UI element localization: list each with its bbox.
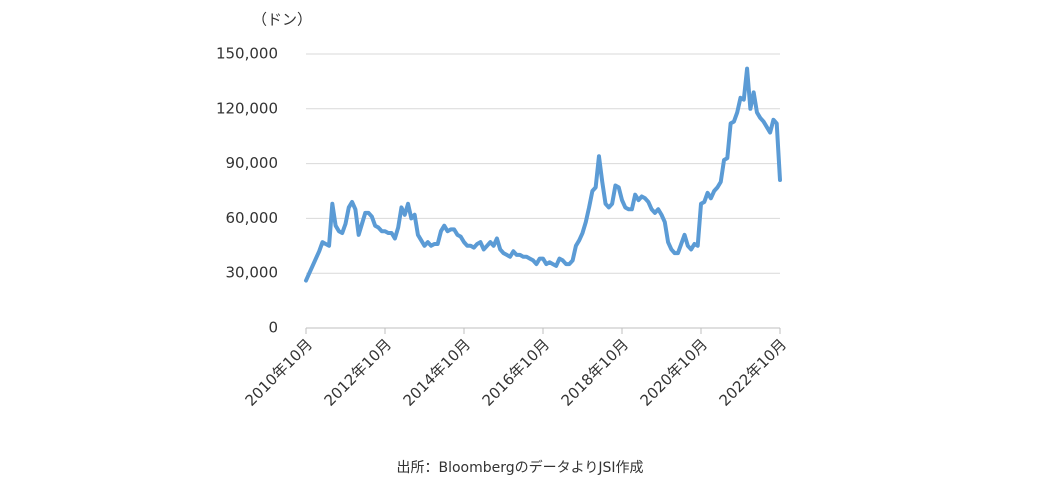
x-tick-label: 2012年10月 (321, 335, 395, 409)
y-tick-label: 30,000 (226, 264, 279, 282)
x-tick-label: 2016年10月 (479, 335, 553, 409)
y-tick-label: 150,000 (216, 45, 278, 63)
y-tick-label: 90,000 (226, 154, 279, 172)
unit-label: （ドン） (252, 11, 312, 29)
x-tick-label: 2014年10月 (400, 335, 474, 409)
x-tick-label: 2018年10月 (558, 335, 632, 409)
data-line (304, 66, 782, 283)
y-tick-label: 60,000 (226, 209, 279, 227)
x-tick-label: 2022年10月 (716, 335, 790, 409)
y-tick-label: 0 (268, 319, 278, 337)
x-tick-label: 2010年10月 (242, 335, 316, 409)
source-note: 出所：BloombergのデータよりJSI作成 (396, 459, 643, 476)
x-tick-label: 2020年10月 (637, 335, 711, 409)
y-tick-label: 120,000 (216, 99, 278, 117)
